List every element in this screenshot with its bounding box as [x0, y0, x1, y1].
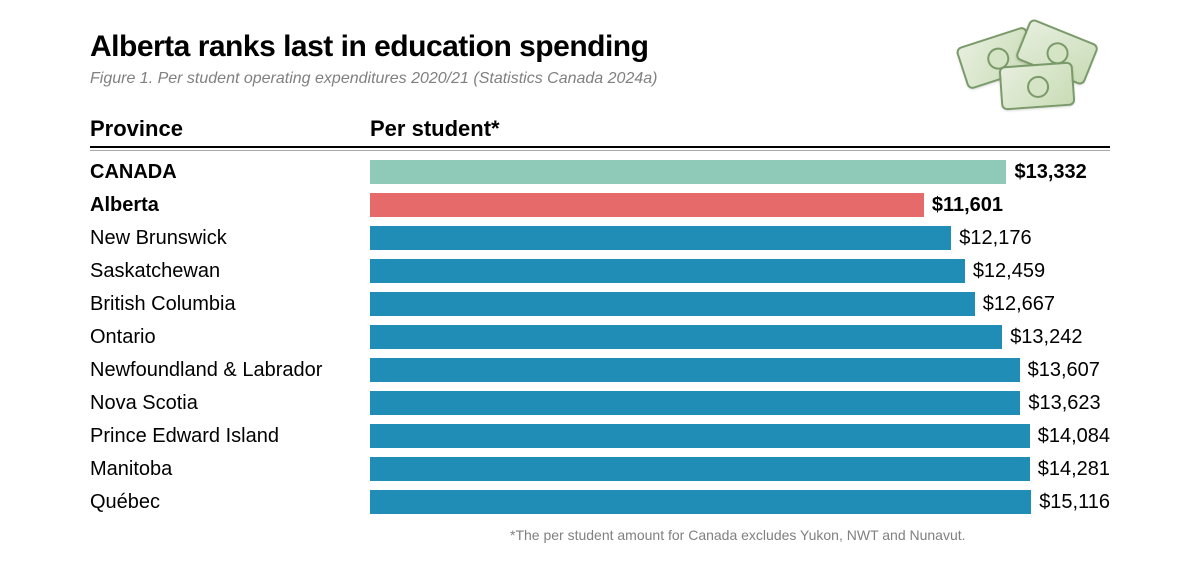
table-row: Saskatchewan $12,459 [90, 256, 1110, 286]
row-label: Nova Scotia [90, 393, 370, 413]
bar-cell: $13,332 [370, 160, 1110, 184]
row-label: CANADA [90, 162, 370, 182]
row-value: $14,281 [1038, 459, 1110, 479]
bar [370, 490, 1031, 514]
bar-cell: $11,601 [370, 193, 1110, 217]
row-value: $13,623 [1028, 393, 1100, 413]
bar [370, 457, 1030, 481]
row-label: Ontario [90, 327, 370, 347]
table-row: CANADA $13,332 [90, 157, 1110, 187]
table-row: Nova Scotia $13,623 [90, 388, 1110, 418]
bar [370, 292, 975, 316]
header-rule [90, 146, 1110, 148]
table-row: Ontario $13,242 [90, 322, 1110, 352]
row-label: Saskatchewan [90, 261, 370, 281]
bar [370, 160, 1006, 184]
row-label: British Columbia [90, 294, 370, 314]
row-value: $12,459 [973, 261, 1045, 281]
bar-cell: $13,242 [370, 325, 1110, 349]
table-row: Prince Edward Island $14,084 [90, 421, 1110, 451]
bar [370, 193, 924, 217]
chart-container: { "title": "Alberta ranks last in educat… [0, 0, 1200, 573]
bar-cell: $14,084 [370, 424, 1110, 448]
table-row: New Brunswick $12,176 [90, 223, 1110, 253]
chart-footnote: *The per student amount for Canada exclu… [510, 527, 1110, 543]
table-row: Manitoba $14,281 [90, 454, 1110, 484]
bar-cell: $13,623 [370, 391, 1110, 415]
row-value: $12,667 [983, 294, 1055, 314]
row-label: Québec [90, 492, 370, 512]
header-per-student: Per student* [370, 116, 1110, 142]
row-label: Prince Edward Island [90, 426, 370, 446]
bar [370, 226, 951, 250]
header-province: Province [90, 116, 370, 142]
row-label: Manitoba [90, 459, 370, 479]
table-row: Québec $15,116 [90, 487, 1110, 517]
bar-rows: CANADA $13,332 Alberta $11,601 New Brunswick… [90, 157, 1110, 517]
row-value: $14,084 [1038, 426, 1110, 446]
row-value: $11,601 [932, 195, 1003, 215]
bar [370, 325, 1002, 349]
bar [370, 424, 1030, 448]
bar-cell: $14,281 [370, 457, 1110, 481]
bar [370, 391, 1020, 415]
bar [370, 259, 965, 283]
column-headers: Province Per student* [90, 116, 1110, 142]
bar-cell: $12,176 [370, 226, 1110, 250]
row-value: $13,242 [1010, 327, 1082, 347]
bar-cell: $12,459 [370, 259, 1110, 283]
table-row: Alberta $11,601 [90, 190, 1110, 220]
row-value: $13,332 [1014, 162, 1086, 182]
row-label: Newfoundland & Labrador [90, 360, 370, 380]
bar-cell: $15,116 [370, 490, 1110, 514]
bar-cell: $13,607 [370, 358, 1110, 382]
money-icon [950, 30, 1110, 110]
bar-cell: $12,667 [370, 292, 1110, 316]
row-value: $12,176 [959, 228, 1031, 248]
table-row: Newfoundland & Labrador $13,607 [90, 355, 1110, 385]
row-label: Alberta [90, 195, 370, 215]
header-subrule [90, 150, 1110, 151]
row-value: $15,116 [1039, 492, 1110, 512]
bar [370, 358, 1020, 382]
row-label: New Brunswick [90, 228, 370, 248]
table-row: British Columbia $12,667 [90, 289, 1110, 319]
row-value: $13,607 [1028, 360, 1100, 380]
